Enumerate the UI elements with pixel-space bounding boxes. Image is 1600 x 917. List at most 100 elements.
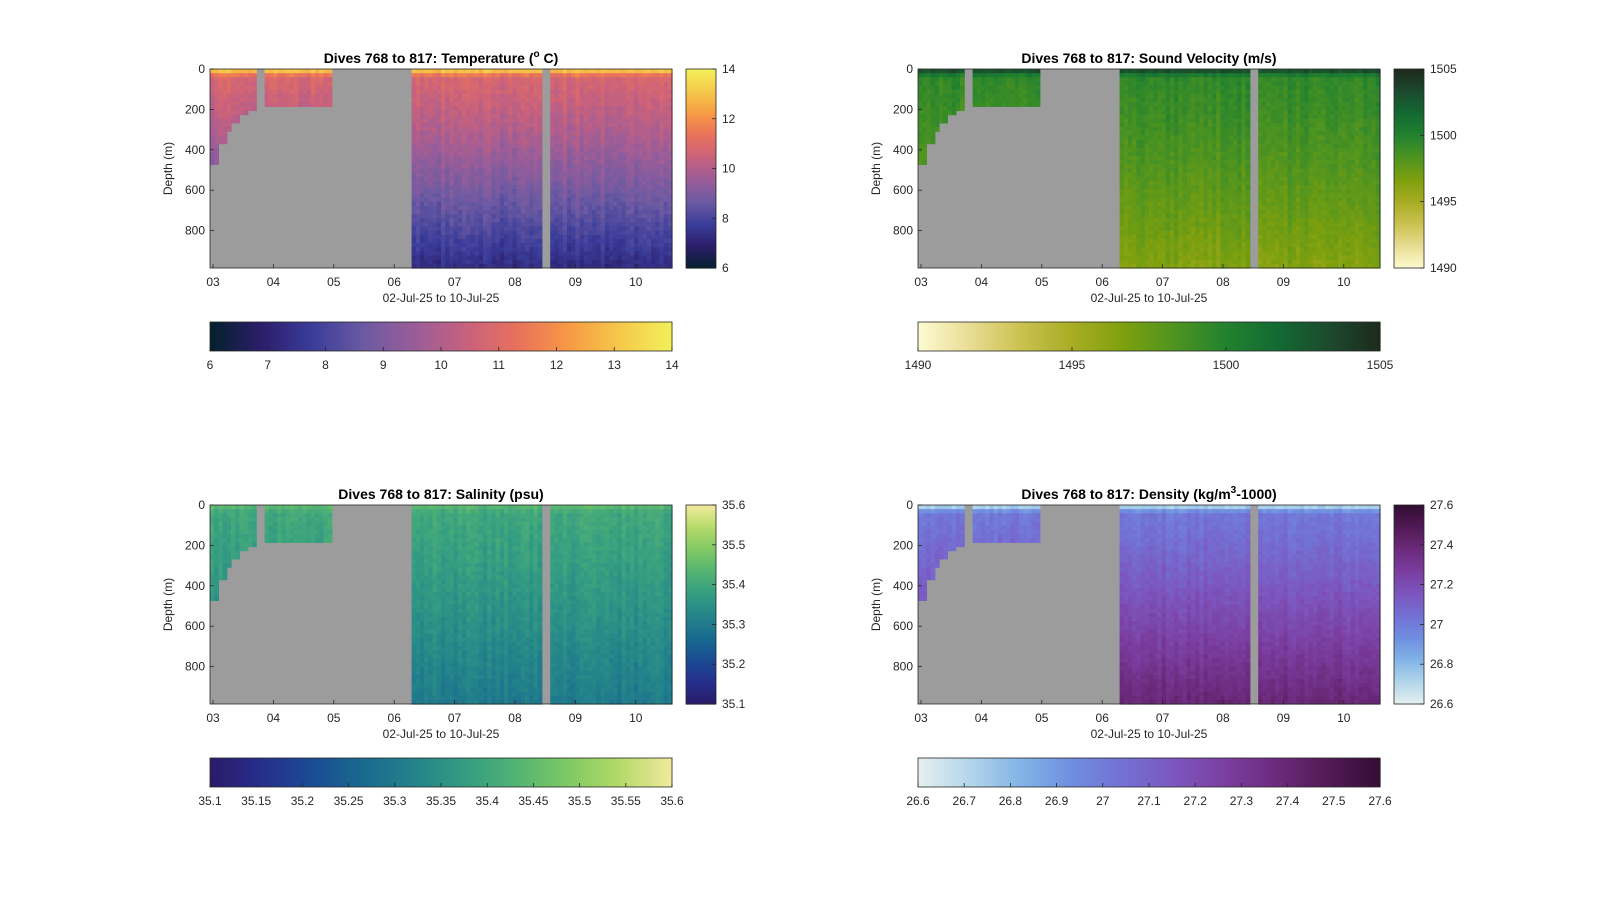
heatmap-cell xyxy=(520,110,526,116)
heatmap-cell xyxy=(625,214,631,219)
heatmap-cell xyxy=(604,247,610,253)
heatmap-cell xyxy=(235,89,240,95)
heatmap-cell xyxy=(1207,247,1213,253)
heatmap-cell xyxy=(1149,201,1154,207)
heatmap-cell xyxy=(411,127,417,132)
heatmap-cell xyxy=(989,81,995,87)
heatmap-cell xyxy=(504,93,509,99)
heatmap-cell xyxy=(583,98,589,103)
heatmap-cell xyxy=(1178,185,1184,190)
heatmap-cell xyxy=(453,222,459,228)
heatmap-cell xyxy=(1018,98,1024,103)
heatmap-cell xyxy=(235,118,240,124)
colorbar-segment xyxy=(686,138,716,142)
heatmap-cell xyxy=(1207,205,1213,211)
heatmap-cell xyxy=(1220,214,1226,219)
heatmap-cell xyxy=(1199,218,1205,223)
heatmap-cell xyxy=(415,114,421,120)
heatmap-cell xyxy=(415,263,421,269)
heatmap-cell xyxy=(420,69,425,74)
heatmap-cell xyxy=(981,85,986,91)
heatmap-cell xyxy=(651,139,656,145)
heatmap-cell xyxy=(667,151,673,157)
heatmap-cell xyxy=(210,151,215,157)
heatmap-cell xyxy=(424,180,429,186)
heatmap-cell xyxy=(571,151,576,157)
heatmap-cell xyxy=(1140,127,1146,132)
heatmap-cell xyxy=(512,234,518,240)
heatmap-cell xyxy=(1178,127,1184,132)
heatmap-cell xyxy=(277,81,282,87)
heatmap-cell xyxy=(445,139,450,145)
heatmap-cell xyxy=(529,114,534,120)
heatmap-cell xyxy=(1203,168,1209,174)
heatmap-cell xyxy=(1195,89,1200,95)
heatmap-cell xyxy=(525,164,530,170)
heatmap-cell xyxy=(638,176,644,182)
heatmap-cell xyxy=(537,259,543,265)
heatmap-cell xyxy=(424,127,429,132)
heatmap-cell xyxy=(625,218,631,223)
heatmap-cell xyxy=(651,147,656,153)
heatmap-cell xyxy=(997,98,1003,103)
colorbar-segment xyxy=(342,322,347,351)
heatmap-cell xyxy=(428,172,434,178)
heatmap-cell xyxy=(1128,98,1133,103)
colorbar-segment xyxy=(469,322,474,351)
heatmap-cell xyxy=(1119,139,1125,145)
heatmap-cell xyxy=(1178,160,1184,165)
heatmap-cell xyxy=(520,151,526,157)
heatmap-cell xyxy=(1149,247,1154,253)
heatmap-cell xyxy=(1182,201,1188,207)
heatmap-cell xyxy=(1220,222,1226,228)
heatmap-cell xyxy=(466,172,471,178)
heatmap-cell xyxy=(457,243,463,248)
heatmap-cell xyxy=(1191,222,1196,228)
heatmap-cell xyxy=(474,222,480,228)
heatmap-cell xyxy=(214,69,219,74)
heatmap-cell xyxy=(592,247,597,253)
heatmap-cell xyxy=(1165,255,1171,261)
heatmap-cell xyxy=(533,255,539,261)
heatmap-cell xyxy=(1220,147,1226,153)
heatmap-cell xyxy=(533,131,539,136)
heatmap-cell xyxy=(1132,81,1137,87)
heatmap-cell xyxy=(474,106,480,112)
heatmap-cell xyxy=(1157,226,1163,232)
heatmap-cell xyxy=(583,131,589,136)
heatmap-cell xyxy=(1182,172,1188,178)
heatmap-cell xyxy=(571,205,576,211)
heatmap-cell xyxy=(960,81,965,87)
heatmap-cell xyxy=(231,114,236,120)
heatmap-cell xyxy=(621,156,627,161)
heatmap-cell xyxy=(264,89,270,95)
heatmap-cell xyxy=(630,160,635,165)
heatmap-cell xyxy=(604,160,610,165)
heatmap-cell xyxy=(558,131,564,136)
heatmap-cell xyxy=(529,255,534,261)
heatmap-cell xyxy=(1216,218,1221,223)
heatmap-cell xyxy=(495,234,501,240)
heatmap-cell xyxy=(424,238,429,244)
heatmap-cell xyxy=(1170,259,1175,265)
heatmap-cell xyxy=(1123,209,1129,215)
heatmap-cell xyxy=(609,93,614,99)
heatmap-cell xyxy=(214,156,219,161)
heatmap-cell xyxy=(1119,69,1125,74)
colorbar-tick-label: 12 xyxy=(722,112,736,126)
heatmap-cell xyxy=(1178,172,1184,178)
heatmap-cell xyxy=(420,98,425,103)
heatmap-cell xyxy=(441,151,446,157)
heatmap-cell xyxy=(1006,93,1011,99)
heatmap-cell xyxy=(596,209,602,215)
heatmap-cell xyxy=(1157,234,1163,240)
heatmap-cell xyxy=(592,143,597,149)
heatmap-cell xyxy=(655,263,660,269)
heatmap-cell xyxy=(525,172,530,178)
heatmap-cell xyxy=(478,139,484,145)
heatmap-cell xyxy=(1149,234,1154,240)
heatmap-cell xyxy=(1157,180,1163,186)
heatmap-cell xyxy=(630,127,635,132)
heatmap-cell xyxy=(1220,143,1226,149)
heatmap-cell xyxy=(588,114,593,120)
